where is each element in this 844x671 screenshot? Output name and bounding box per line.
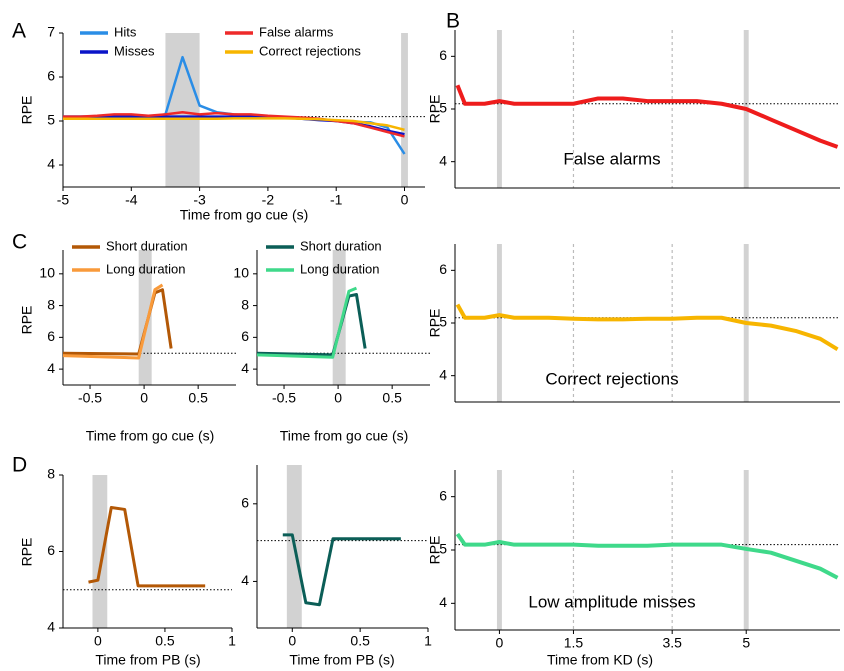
y-tick-label: 4	[47, 156, 55, 172]
panel-letter: D	[12, 454, 27, 477]
x-tick-label: -1	[330, 192, 343, 208]
series-line	[62, 288, 173, 356]
series-line	[455, 532, 839, 580]
y-axis-label: RPE	[19, 538, 35, 567]
y-tick-label: 4	[439, 366, 447, 382]
series-line	[63, 110, 405, 138]
panel-letter: B	[446, 10, 460, 33]
x-axis-label: Time from go cue (s)	[180, 207, 309, 223]
x-axis-label: Time from KD (s)	[547, 652, 653, 668]
y-tick-label: 4	[439, 152, 447, 168]
y-tick-label: 8	[47, 466, 55, 482]
y-tick-label: 10	[233, 265, 249, 281]
x-tick-label: -2	[262, 192, 275, 208]
y-tick-label: 6	[439, 487, 447, 503]
panel-annotation: Correct rejections	[545, 369, 678, 388]
shaded-window	[496, 244, 502, 402]
x-axis-label: Time from PB (s)	[95, 652, 200, 668]
legend-label: Hits	[114, 24, 137, 39]
series-line	[88, 506, 206, 588]
x-tick-label: 0	[140, 390, 148, 406]
x-tick-label: 3.5	[662, 635, 682, 651]
series-line	[256, 286, 358, 359]
series-line	[455, 84, 839, 149]
legend-label: Misses	[114, 43, 155, 58]
legend-label: Short duration	[300, 238, 382, 253]
shaded-window	[92, 475, 108, 628]
legend-label: Long duration	[106, 261, 186, 276]
y-tick-label: 6	[439, 47, 447, 63]
panel-annotation: Low amplitude misses	[528, 592, 695, 611]
x-tick-label: 0	[94, 633, 102, 649]
y-axis-label: RPE	[427, 309, 443, 338]
x-tick-label: 0	[496, 635, 504, 651]
y-tick-label: 6	[241, 495, 249, 511]
x-tick-label: 0	[288, 633, 296, 649]
panel-annotation: False alarms	[563, 149, 660, 168]
shaded-window	[332, 250, 346, 385]
y-tick-label: 5	[439, 541, 447, 557]
x-tick-label: 0.5	[155, 633, 175, 649]
series-line	[62, 283, 164, 360]
legend-label: Long duration	[300, 261, 380, 276]
x-tick-label: -4	[125, 192, 138, 208]
legend-label: Correct rejections	[259, 43, 361, 58]
series-line	[455, 303, 839, 352]
legend-label: False alarms	[259, 24, 334, 39]
series-line	[63, 117, 405, 132]
x-tick-label: -0.5	[272, 390, 296, 406]
x-axis-label: Time from go cue (s)	[280, 428, 409, 444]
x-tick-label: 0.5	[188, 390, 208, 406]
x-tick-label: 1.5	[564, 635, 584, 651]
panel-letter: C	[12, 231, 27, 254]
x-tick-label: 1	[228, 633, 236, 649]
x-tick-label: 0	[334, 390, 342, 406]
y-axis-label: RPE	[19, 306, 35, 335]
y-tick-label: 5	[439, 100, 447, 116]
series-line	[256, 292, 367, 357]
series-line	[282, 533, 401, 607]
series-line	[63, 55, 406, 155]
panel-letter: A	[12, 20, 26, 43]
x-tick-label: -0.5	[78, 390, 102, 406]
y-axis-label: RPE	[427, 536, 443, 565]
x-tick-label: 0.5	[382, 390, 402, 406]
x-tick-label: -5	[57, 192, 70, 208]
y-tick-label: 5	[47, 112, 55, 128]
y-tick-label: 6	[241, 328, 249, 344]
y-axis-label: RPE	[427, 95, 443, 124]
shaded-window	[496, 30, 502, 188]
x-axis-label: Time from PB (s)	[289, 652, 394, 668]
x-tick-label: 0	[401, 192, 409, 208]
y-tick-label: 7	[47, 24, 55, 40]
shaded-window	[496, 470, 502, 630]
y-axis-label: RPE	[19, 96, 35, 125]
x-axis-label: Time from go cue (s)	[86, 428, 215, 444]
y-tick-label: 4	[47, 619, 55, 635]
x-tick-label: 0.5	[350, 633, 370, 649]
y-tick-label: 4	[241, 572, 249, 588]
shaded-window	[401, 33, 408, 187]
y-tick-label: 6	[439, 261, 447, 277]
y-tick-label: 5	[439, 314, 447, 330]
shaded-window	[138, 250, 152, 385]
y-tick-label: 4	[241, 360, 249, 376]
y-tick-label: 8	[241, 296, 249, 312]
y-tick-label: 6	[47, 328, 55, 344]
legend-label: Short duration	[106, 238, 188, 253]
y-tick-label: 10	[39, 265, 55, 281]
y-tick-label: 8	[47, 296, 55, 312]
x-tick-label: 1	[424, 633, 432, 649]
x-tick-label: -3	[193, 192, 206, 208]
y-tick-label: 6	[47, 68, 55, 84]
y-tick-label: 4	[47, 360, 55, 376]
y-tick-label: 6	[47, 542, 55, 558]
x-tick-label: 5	[742, 635, 750, 651]
y-tick-label: 4	[439, 594, 447, 610]
